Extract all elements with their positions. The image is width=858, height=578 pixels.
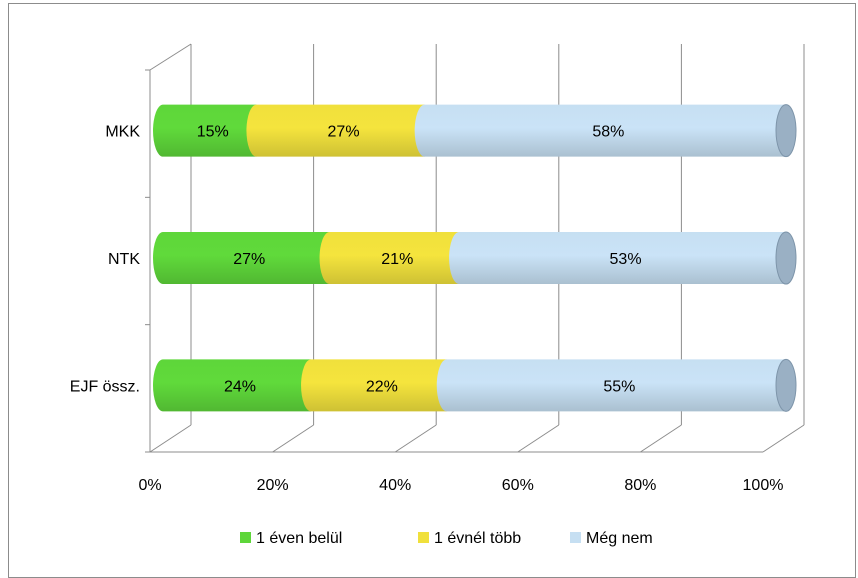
bar-group-0 — [153, 104, 797, 158]
data-label: 27% — [328, 124, 360, 141]
bar-segment — [153, 359, 312, 412]
bar-segment — [449, 232, 786, 284]
gridline-floor — [272, 424, 314, 453]
category-label: EJF össz. — [70, 378, 140, 395]
bar-segment — [414, 104, 786, 157]
x-tick-label: 60% — [502, 477, 534, 494]
y-axis-top-edge — [149, 43, 192, 71]
bar-segment — [246, 104, 425, 157]
x-tick-label: 100% — [743, 477, 784, 494]
bar-segment — [319, 232, 460, 284]
data-label: 21% — [381, 251, 413, 268]
category-label: MKK — [105, 124, 140, 141]
bar-end-cap — [775, 358, 797, 412]
legend-swatch — [240, 532, 251, 543]
legend-label: 1 éven belül — [256, 530, 342, 547]
bar-segment — [153, 232, 330, 284]
gridline-floor — [394, 424, 437, 453]
bar-group-2 — [153, 358, 797, 412]
gridline-floor — [149, 424, 192, 453]
gridline-floor — [762, 424, 805, 453]
x-tick-label: 40% — [379, 477, 411, 494]
x-tick-label: 20% — [257, 477, 289, 494]
legend-swatch — [570, 532, 581, 543]
data-label: 27% — [233, 251, 265, 268]
bar-segment — [153, 104, 257, 157]
bar-end-cap — [775, 104, 797, 158]
category-label: NTK — [108, 251, 140, 268]
bar-end-cap — [775, 231, 797, 285]
legend-label: 1 évnél több — [434, 530, 521, 547]
legend-label: Még nem — [586, 530, 653, 547]
x-tick-label: 0% — [138, 477, 161, 494]
data-label: 53% — [610, 251, 642, 268]
gridline-floor — [517, 424, 560, 453]
data-label: 58% — [592, 124, 624, 141]
data-label: 15% — [197, 124, 229, 141]
bar-segment — [301, 359, 447, 412]
data-label: 55% — [603, 378, 635, 395]
gridline-floor — [640, 424, 682, 453]
data-label: 24% — [224, 378, 256, 395]
legend-swatch — [418, 532, 429, 543]
bar-segment — [436, 359, 786, 412]
bar-group-1 — [153, 231, 797, 285]
x-tick-label: 80% — [624, 477, 656, 494]
data-label: 22% — [366, 378, 398, 395]
